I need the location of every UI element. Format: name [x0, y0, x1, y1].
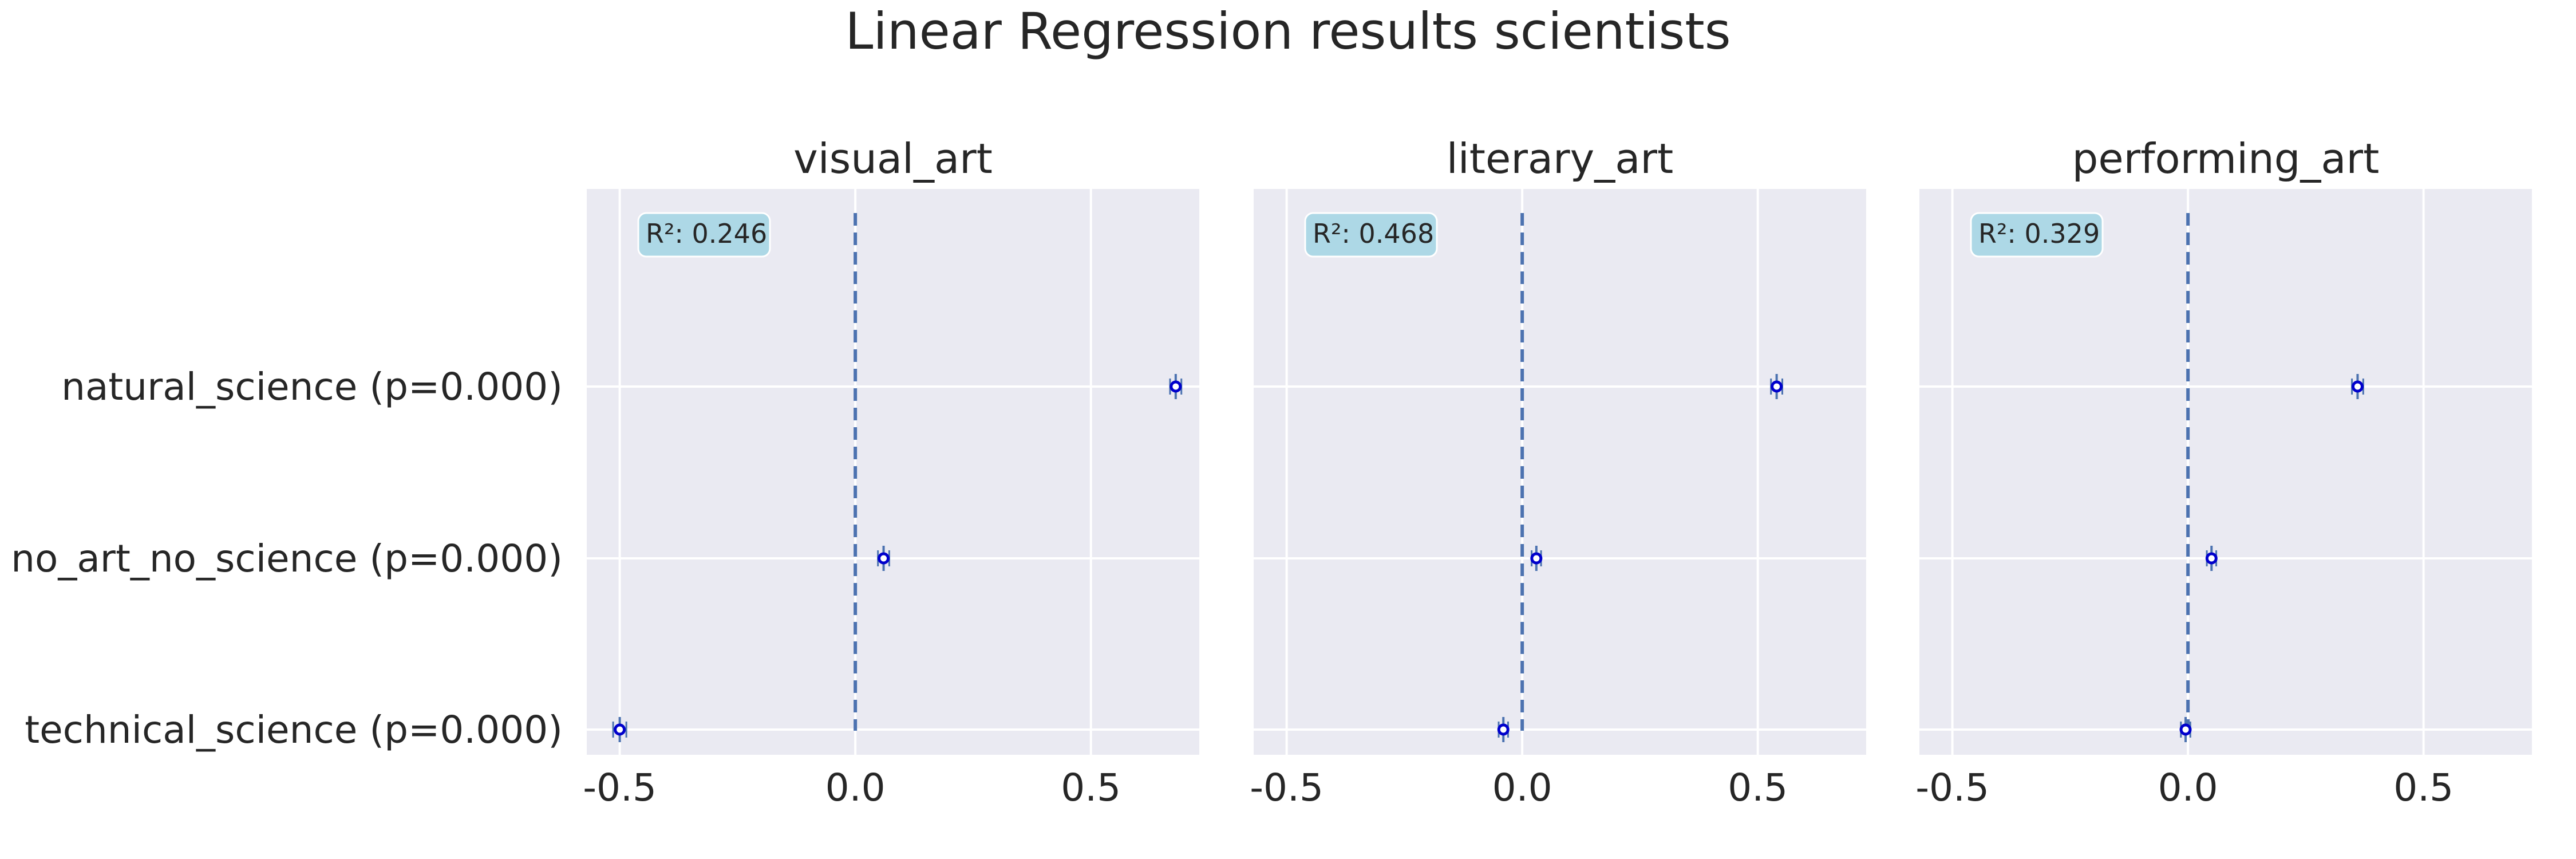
y-tick-label: no_art_no_science (p=0.000): [11, 537, 563, 581]
panel-literary-art: -0.5 0.0 0.5 literary_art R²: 0.468: [1250, 135, 1866, 810]
x-tick-label: -0.5: [1915, 766, 1989, 810]
r-squared-box: [1304, 212, 1438, 258]
r-squared-label: R²: 0.329: [1978, 218, 2100, 249]
coefficient-point: [2351, 380, 2364, 393]
panels: -0.5 0.0 0.5 visual_art R²: 0.246 technical_s…: [11, 135, 2532, 810]
x-tick-label: 0.0: [1492, 766, 1552, 810]
panel-performing-art: -0.5 0.0 0.5 performing_art R²: 0.329: [1915, 135, 2532, 810]
panel-title: visual_art: [793, 135, 993, 183]
panel-title: performing_art: [2072, 135, 2380, 183]
x-tick-label: -0.5: [583, 766, 657, 810]
coefficient-point: [2179, 723, 2192, 736]
r-squared-label: R²: 0.246: [646, 218, 767, 249]
r-squared-label: R²: 0.468: [1313, 218, 1434, 249]
x-tick-label: 0.0: [825, 766, 886, 810]
x-tick-label: 0.5: [1061, 766, 1121, 810]
x-tick-label: 0.0: [2158, 766, 2218, 810]
coefficient-point: [614, 723, 626, 736]
x-tick-label: 0.5: [1728, 766, 1788, 810]
panel-visual-art: -0.5 0.0 0.5 visual_art R²: 0.246 technical_s…: [11, 135, 1199, 810]
r-squared-box: [637, 212, 771, 258]
r-squared-box: [1970, 212, 2104, 258]
plot-area: [587, 189, 1199, 755]
x-tick-label: -0.5: [1250, 766, 1323, 810]
x-tick-label: 0.5: [2393, 766, 2453, 810]
coefficient-point: [878, 552, 890, 565]
panel-title: literary_art: [1447, 135, 1673, 183]
y-tick-label: technical_science (p=0.000): [25, 708, 563, 752]
coefficient-point: [1771, 380, 1783, 393]
coefficient-point: [2205, 552, 2218, 565]
plot-area: [1254, 189, 1866, 755]
coefficient-point: [1170, 380, 1182, 393]
figure-title: Linear Regression results scientists: [845, 2, 1730, 61]
y-tick-label: natural_science (p=0.000): [61, 365, 563, 409]
plot-area: [1919, 189, 2532, 755]
coefficient-point: [1497, 723, 1510, 736]
coefficient-point: [1530, 552, 1543, 565]
